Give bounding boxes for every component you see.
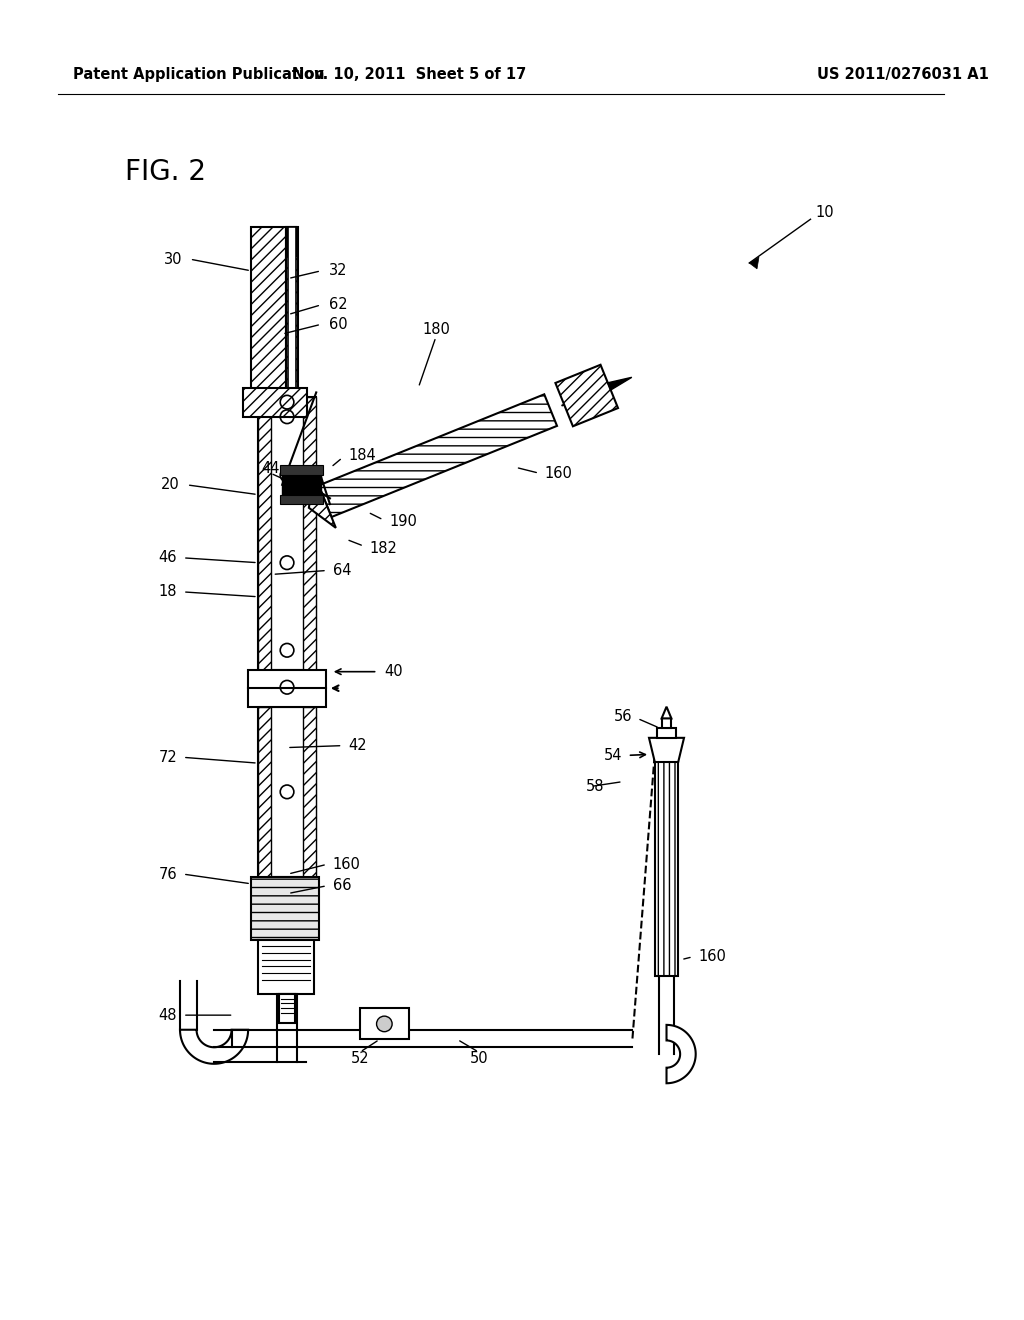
Polygon shape: [750, 257, 759, 269]
Circle shape: [377, 1016, 392, 1032]
Text: 60: 60: [329, 317, 347, 331]
Bar: [303, 397, 316, 669]
Text: 66: 66: [333, 878, 351, 894]
Text: 182: 182: [370, 541, 397, 556]
Bar: [244, 388, 307, 417]
Bar: [258, 706, 271, 876]
Bar: [258, 940, 314, 994]
Bar: [286, 227, 298, 397]
Polygon shape: [662, 718, 672, 729]
Text: 190: 190: [389, 515, 417, 529]
Text: 160: 160: [698, 949, 726, 965]
Polygon shape: [649, 738, 684, 762]
Bar: [303, 706, 316, 876]
Text: 20: 20: [161, 478, 180, 492]
Text: 184: 184: [348, 449, 376, 463]
Text: Patent Application Publication: Patent Application Publication: [73, 67, 325, 82]
Text: US 2011/0276031 A1: US 2011/0276031 A1: [817, 67, 989, 82]
Bar: [278, 994, 297, 1061]
Text: 64: 64: [333, 564, 351, 578]
Text: 32: 32: [329, 263, 347, 279]
Bar: [654, 762, 678, 977]
Bar: [283, 470, 322, 499]
Text: 58: 58: [586, 779, 604, 795]
Text: 30: 30: [165, 252, 183, 267]
Text: FIG. 2: FIG. 2: [125, 157, 206, 186]
Text: 72: 72: [159, 750, 177, 764]
Text: 44: 44: [261, 461, 280, 475]
Text: 62: 62: [329, 297, 347, 313]
Text: 76: 76: [159, 866, 177, 882]
Text: 50: 50: [469, 1052, 488, 1067]
Polygon shape: [309, 475, 336, 528]
Bar: [251, 876, 319, 940]
Text: 10: 10: [815, 205, 834, 220]
Text: Nov. 10, 2011  Sheet 5 of 17: Nov. 10, 2011 Sheet 5 of 17: [292, 67, 525, 82]
Text: 160: 160: [545, 466, 572, 480]
Text: 46: 46: [159, 550, 177, 565]
Polygon shape: [656, 729, 676, 738]
Bar: [280, 994, 295, 1023]
Polygon shape: [667, 1024, 695, 1084]
Bar: [281, 466, 323, 475]
Polygon shape: [180, 1030, 248, 1064]
Text: 56: 56: [614, 709, 633, 723]
Text: 42: 42: [348, 738, 367, 754]
Text: 180: 180: [422, 322, 450, 337]
Bar: [258, 706, 316, 876]
Bar: [288, 227, 296, 256]
Text: 52: 52: [350, 1052, 370, 1067]
Text: 48: 48: [159, 1007, 177, 1023]
Bar: [248, 669, 326, 706]
Polygon shape: [555, 364, 618, 426]
Polygon shape: [608, 378, 632, 389]
Bar: [288, 227, 296, 417]
Bar: [258, 397, 271, 669]
Bar: [360, 1008, 409, 1039]
Text: 40: 40: [384, 664, 403, 680]
Polygon shape: [318, 395, 557, 517]
Polygon shape: [662, 706, 672, 718]
Text: 18: 18: [159, 585, 177, 599]
Bar: [251, 227, 286, 397]
Bar: [258, 397, 316, 669]
Bar: [281, 495, 323, 504]
Text: 54: 54: [604, 748, 623, 763]
Text: 160: 160: [333, 857, 360, 871]
